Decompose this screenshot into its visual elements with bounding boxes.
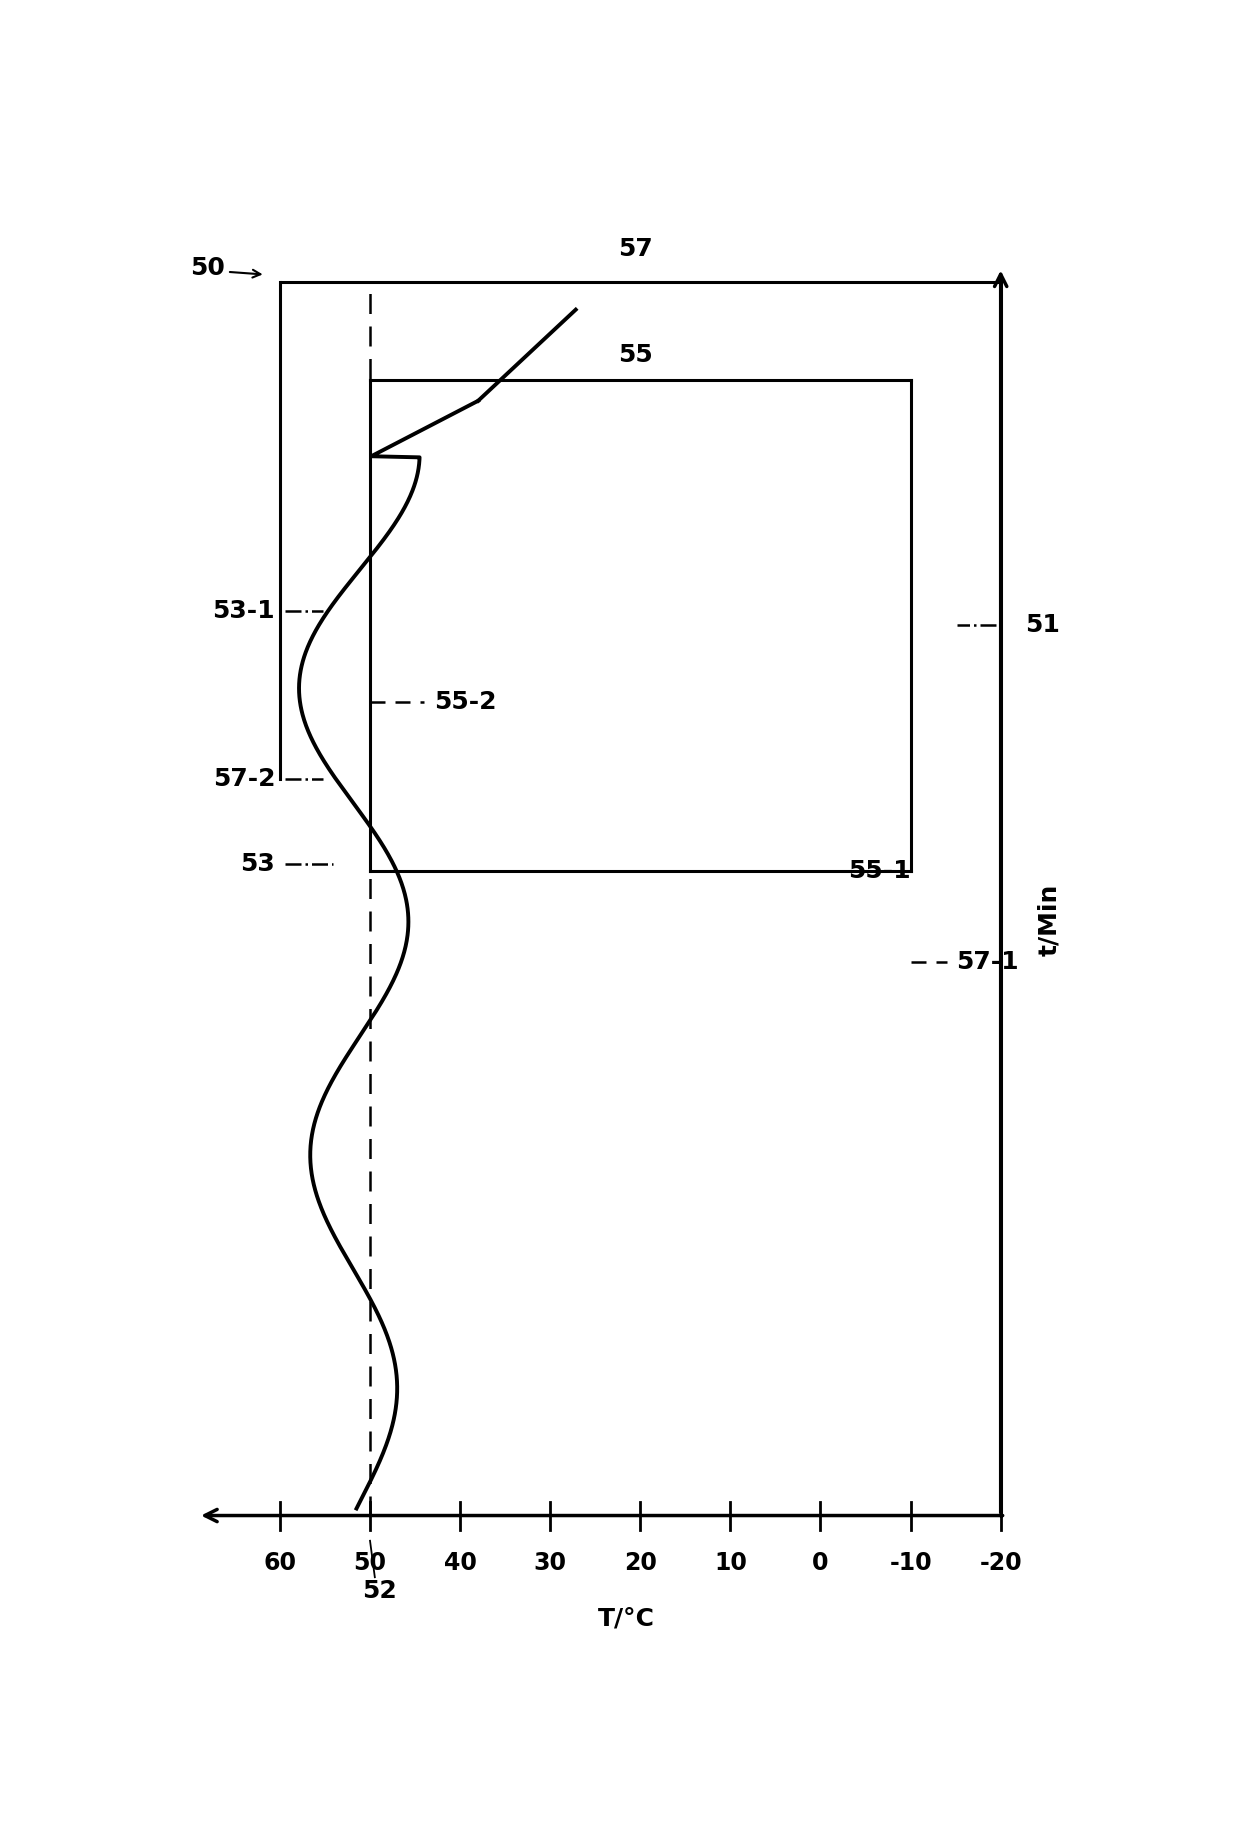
Text: 57-1: 57-1 bbox=[956, 951, 1019, 974]
Text: 10: 10 bbox=[714, 1551, 746, 1575]
Text: 30: 30 bbox=[533, 1551, 567, 1575]
Text: 53-1: 53-1 bbox=[212, 599, 275, 623]
Text: 60: 60 bbox=[263, 1551, 296, 1575]
Text: 57: 57 bbox=[618, 237, 653, 262]
Text: 40: 40 bbox=[444, 1551, 476, 1575]
Text: 52: 52 bbox=[362, 1579, 397, 1602]
Text: 55-1: 55-1 bbox=[848, 858, 910, 883]
Text: -20: -20 bbox=[980, 1551, 1022, 1575]
Text: T/°C: T/°C bbox=[598, 1606, 655, 1630]
Text: 20: 20 bbox=[624, 1551, 657, 1575]
Text: 50: 50 bbox=[191, 255, 226, 280]
Text: t/Min: t/Min bbox=[1037, 883, 1060, 956]
Text: 0: 0 bbox=[812, 1551, 828, 1575]
Text: 55-2: 55-2 bbox=[434, 690, 496, 714]
Text: -10: -10 bbox=[889, 1551, 932, 1575]
Text: 50: 50 bbox=[353, 1551, 387, 1575]
Text: 51: 51 bbox=[1024, 614, 1059, 637]
Text: 57-2: 57-2 bbox=[212, 767, 275, 792]
Text: 55: 55 bbox=[618, 342, 653, 366]
Text: 53: 53 bbox=[241, 852, 275, 876]
